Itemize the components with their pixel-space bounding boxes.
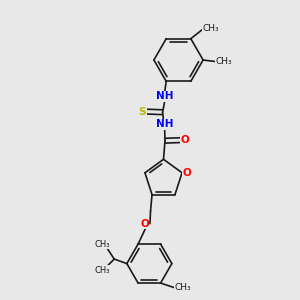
Text: O: O [182, 168, 191, 178]
Text: O: O [140, 219, 149, 229]
Text: CH₃: CH₃ [215, 57, 232, 66]
Text: CH₃: CH₃ [202, 24, 219, 33]
Text: NH: NH [156, 119, 173, 129]
Text: O: O [181, 135, 190, 145]
Text: NH: NH [156, 91, 173, 101]
Text: CH₃: CH₃ [94, 240, 110, 249]
Text: CH₃: CH₃ [94, 266, 110, 275]
Text: CH₃: CH₃ [174, 283, 191, 292]
Text: S: S [139, 106, 146, 117]
